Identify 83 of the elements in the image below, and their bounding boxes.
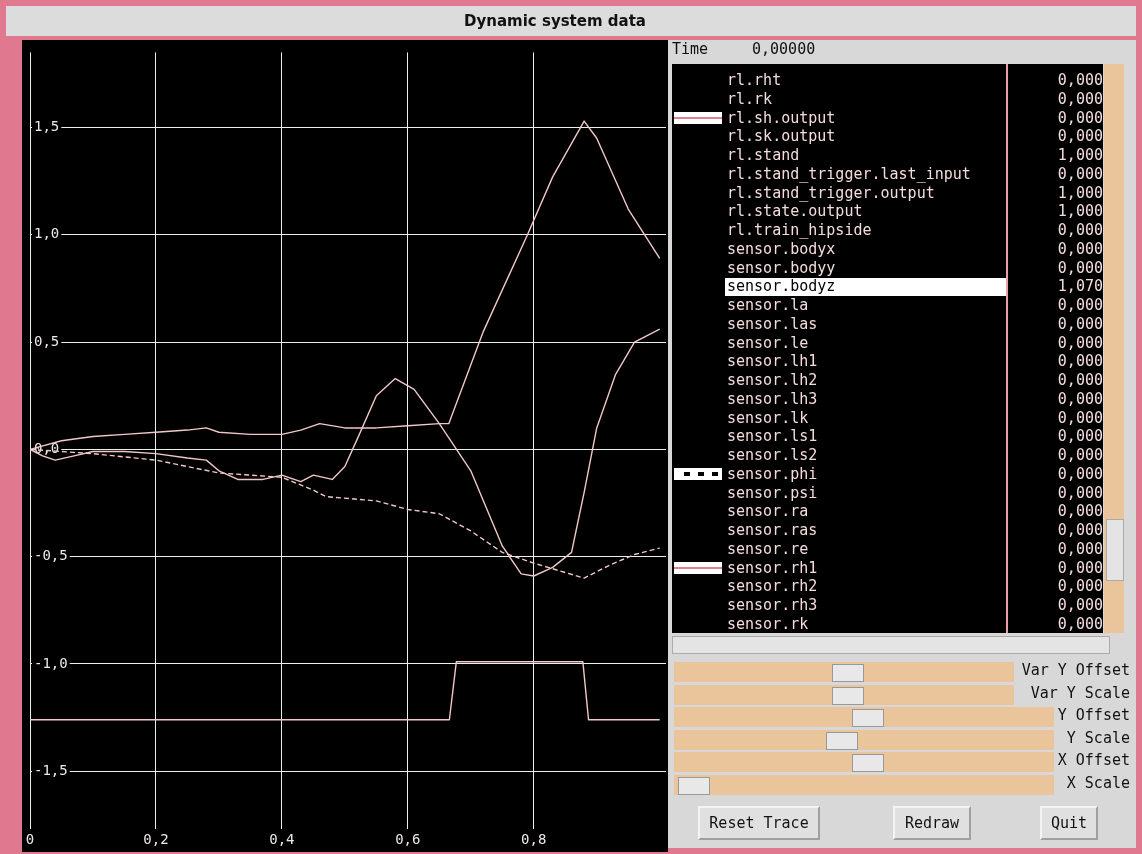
text: 0,000 — [1057, 295, 1103, 315]
text: sensor.bodyz — [727, 276, 836, 297]
text: sensor.lh1 — [727, 351, 818, 372]
text: 0,000 — [1057, 126, 1103, 147]
text: Reset Trace — [698, 806, 820, 840]
text: rl.rht — [727, 70, 782, 90]
y-tick-label: -1,5 — [34, 761, 68, 778]
text: sensor.bodyx — [727, 239, 836, 259]
text: sensor.ls1 — [727, 426, 818, 447]
text: rl.sh.output — [727, 107, 836, 128]
text: 0,000 — [1057, 576, 1103, 597]
text: Quit — [1040, 806, 1098, 840]
text: sensor.phi — [727, 463, 818, 484]
text: sensor.rk — [727, 613, 809, 634]
text: 1,000 — [1057, 201, 1103, 222]
x-tick-label: 0,2 — [143, 831, 169, 848]
text: Y Scale — [1066, 728, 1130, 747]
text: 0,000 — [1057, 107, 1103, 128]
text: sensor.las — [727, 313, 818, 334]
text: 1,000 — [1057, 145, 1103, 165]
text: 0,000 — [1057, 482, 1103, 503]
text: 0,000 — [1057, 257, 1103, 278]
text: rl.state.output — [727, 202, 863, 222]
text: rl.sk.output — [727, 126, 836, 147]
text: sensor.lk — [727, 407, 809, 428]
text: sensor.ras — [727, 520, 818, 540]
text: 0,000 — [1057, 313, 1103, 334]
x-tick-label: 0,4 — [269, 831, 295, 848]
text: 0,00000 — [752, 40, 816, 58]
x-tick-label: 0 — [25, 831, 35, 848]
text: 0,000 — [1057, 538, 1103, 559]
text: 0,000 — [1057, 445, 1103, 465]
text: sensor.psi — [727, 482, 818, 503]
text: Var Y Offset — [1021, 661, 1130, 679]
x-tick-label: 0,8 — [521, 831, 547, 848]
text: sensor.rh1 — [727, 557, 818, 578]
text: 0,000 — [1057, 163, 1103, 184]
text: 0,000 — [1057, 220, 1103, 240]
text: 0,000 — [1057, 238, 1103, 259]
text: sensor.rh2 — [727, 576, 818, 597]
text: Y Offset — [1057, 706, 1130, 725]
text: 0,000 — [1057, 351, 1103, 372]
text: rl.rk — [727, 88, 773, 109]
text: sensor.ra — [727, 501, 809, 522]
text: 0,000 — [1057, 463, 1103, 484]
y-tick-label: -1,0 — [34, 654, 68, 671]
text: rl.stand_trigger.output — [727, 183, 935, 203]
text: sensor.re — [727, 538, 809, 559]
text: 1,000 — [1057, 182, 1103, 203]
text: rl.stand — [727, 145, 800, 165]
chart-title: Dynamic system data — [463, 12, 647, 30]
text: rl.train_hipside — [727, 220, 872, 240]
y-tick-label: -0,5 — [34, 547, 68, 564]
text: sensor.la — [727, 295, 809, 315]
text: 0,000 — [1057, 388, 1103, 409]
text: sensor.ls2 — [727, 445, 818, 465]
text: 0,000 — [1057, 520, 1103, 540]
y-tick-label: 1,5 — [34, 118, 60, 135]
text: 0,000 — [1057, 501, 1103, 522]
text: 0,000 — [1057, 613, 1103, 634]
text: sensor.bodyy — [727, 257, 836, 278]
text: Redraw — [893, 806, 971, 840]
y-tick-label: 0,5 — [34, 332, 60, 349]
text: 0,000 — [1057, 426, 1103, 447]
text: 0,000 — [1057, 407, 1103, 428]
text: X Offset — [1057, 751, 1130, 770]
text: sensor.rh3 — [727, 595, 818, 615]
y-tick-label: 1,0 — [34, 225, 60, 242]
x-tick-label: 0,6 — [395, 831, 421, 848]
text: 0,000 — [1057, 88, 1103, 109]
text: rl.stand_trigger.last_input — [727, 163, 971, 184]
text: 0,000 — [1057, 557, 1103, 578]
text: sensor.le — [727, 332, 809, 353]
text: Time — [672, 40, 709, 58]
text: 1,070 — [1057, 276, 1103, 297]
text: Var Y Scale — [1030, 683, 1130, 702]
text: sensor.lh3 — [727, 388, 818, 409]
text: 0,000 — [1057, 595, 1103, 615]
text: X Scale — [1066, 774, 1130, 792]
text: 0,000 — [1057, 370, 1103, 390]
text: sensor.lh2 — [727, 370, 818, 390]
text: 0,000 — [1057, 70, 1103, 90]
text: 0,000 — [1057, 332, 1103, 353]
